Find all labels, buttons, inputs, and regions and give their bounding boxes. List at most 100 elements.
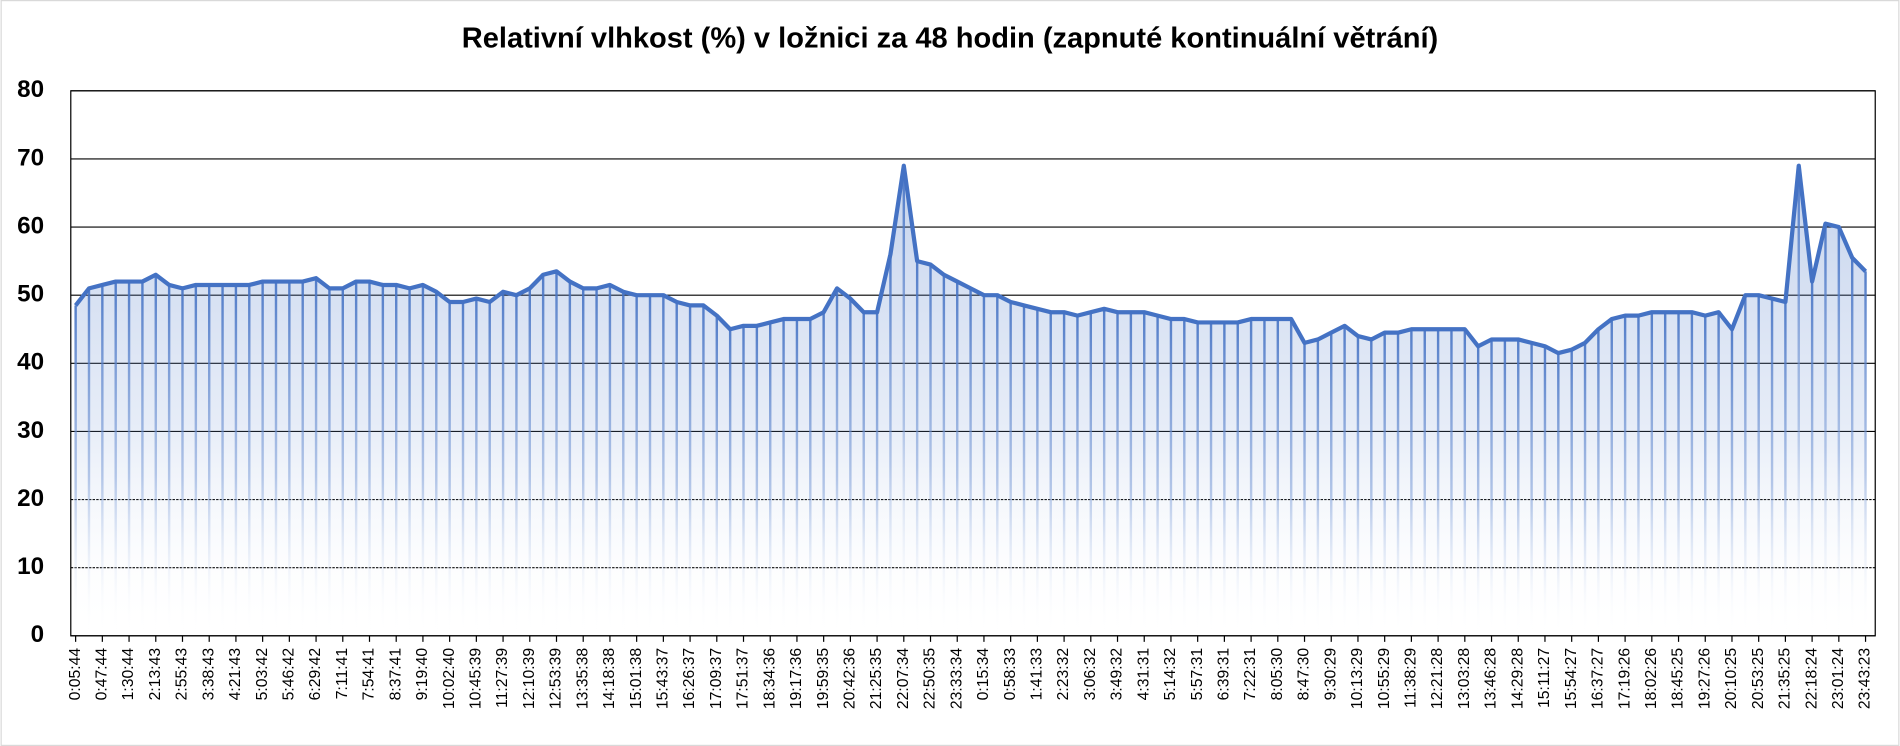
drop-line (221, 284, 224, 636)
x-tick-label: 7:54:41 (361, 648, 378, 701)
drop-line (167, 284, 171, 636)
drop-line (421, 284, 425, 636)
drop-line (1263, 319, 1266, 636)
x-tick-label: 18:02:26 (1643, 648, 1660, 709)
drop-line (141, 281, 144, 636)
x-tick-label: 13:46:28 (1483, 648, 1500, 709)
drop-line (1557, 353, 1560, 636)
drop-line (1637, 315, 1640, 636)
y-tick-label: 40 (17, 349, 44, 376)
plot-border (70, 90, 1876, 637)
drop-line (1236, 322, 1239, 636)
drop-line (1490, 339, 1493, 636)
drop-line (715, 315, 719, 636)
drop-line (1570, 349, 1573, 636)
x-tick-label: 5:03:42 (254, 648, 271, 701)
drop-line (1597, 329, 1600, 636)
drop-line (902, 165, 906, 636)
drop-line (1356, 336, 1360, 636)
drop-line (915, 261, 919, 636)
drop-line (114, 281, 117, 636)
x-tick-label: 12:10:39 (521, 648, 538, 709)
x-tick-label: 23:01:24 (1830, 648, 1847, 709)
x-tick-label: 20:42:36 (842, 648, 859, 709)
x-tick-label: 14:29:28 (1509, 648, 1526, 709)
x-tick-label: 3:06:32 (1082, 648, 1099, 700)
drop-line (728, 329, 732, 636)
drop-line (1062, 312, 1066, 636)
x-tick-label: 5:57:31 (1189, 648, 1206, 701)
x-tick-label: 8:47:30 (1296, 648, 1313, 701)
x-tick-label: 21:25:35 (868, 648, 885, 709)
drop-line (996, 295, 999, 636)
drop-line (608, 284, 612, 636)
drop-line (1583, 342, 1587, 636)
x-tick-label: 16:26:37 (681, 648, 698, 709)
drop-line (1797, 165, 1800, 636)
drop-line (1730, 329, 1734, 636)
x-tick-label: 10:13:29 (1349, 648, 1366, 709)
drop-line (688, 305, 692, 636)
drop-line (1503, 339, 1507, 636)
drop-line (755, 325, 759, 636)
drop-line (956, 281, 959, 636)
x-tick-label: 0:47:44 (94, 648, 111, 701)
x-tick-label: 13:03:28 (1456, 648, 1473, 709)
drop-line (261, 281, 264, 636)
drop-line (1650, 312, 1654, 636)
drop-line (341, 288, 344, 636)
x-tick-label: 21:35:25 (1777, 648, 1794, 709)
drop-line (1744, 295, 1747, 636)
drop-line (635, 295, 638, 636)
drop-line (1837, 227, 1841, 636)
drop-line (1717, 312, 1720, 636)
drop-line (1530, 342, 1533, 636)
drop-line (1463, 329, 1467, 636)
x-tick-label: 17:09:37 (708, 648, 725, 709)
drop-line (1049, 312, 1052, 636)
x-tick-label: 15:43:37 (655, 648, 672, 709)
drop-line (1623, 315, 1627, 636)
x-tick-label: 0:58:33 (1002, 648, 1019, 701)
drop-line (1102, 308, 1106, 636)
x-tick-label: 22:50:35 (922, 648, 939, 709)
drop-line (582, 288, 585, 636)
drop-line (181, 288, 184, 636)
drop-line (501, 291, 505, 636)
x-tick-label: 7:22:31 (1242, 648, 1259, 701)
drop-line (1450, 329, 1453, 636)
drop-line (207, 284, 211, 636)
drop-line (1330, 332, 1333, 636)
x-tick-label: 20:10:25 (1723, 648, 1740, 709)
drop-line (702, 305, 705, 636)
drop-line (595, 288, 598, 636)
drop-line (1383, 332, 1386, 636)
drop-line (769, 322, 772, 636)
drop-line (568, 281, 572, 636)
x-tick-label: 3:38:43 (200, 648, 217, 701)
chart-title: Relativní vlhkost (%) v ložnici za 48 ho… (462, 23, 1438, 55)
x-tick-label: 18:45:25 (1670, 648, 1687, 709)
drop-line (528, 288, 531, 636)
x-tick-label: 19:59:35 (815, 648, 832, 709)
drop-line (408, 288, 411, 636)
drop-line (127, 281, 131, 636)
drop-line (622, 291, 625, 636)
drop-line (1370, 339, 1373, 636)
drop-line (1690, 312, 1694, 636)
drop-line (1076, 315, 1079, 636)
x-tick-label: 9:19:40 (414, 648, 431, 701)
x-tick-label: 6:39:31 (1216, 648, 1233, 701)
drop-line (782, 319, 785, 636)
x-tick-label: 11:38:29 (1403, 648, 1420, 708)
x-tick-label: 17:19:26 (1616, 648, 1633, 709)
x-tick-label: 18:34:36 (761, 648, 778, 709)
drop-line (648, 295, 652, 636)
x-tick-label: 14:18:38 (601, 648, 618, 709)
drop-line (368, 281, 371, 636)
drop-line (742, 325, 745, 636)
x-tick-label: 10:55:29 (1376, 648, 1393, 709)
drop-line (969, 288, 972, 636)
x-tick-label: 19:17:36 (788, 648, 805, 709)
x-tick-label: 8:05:30 (1269, 648, 1286, 701)
